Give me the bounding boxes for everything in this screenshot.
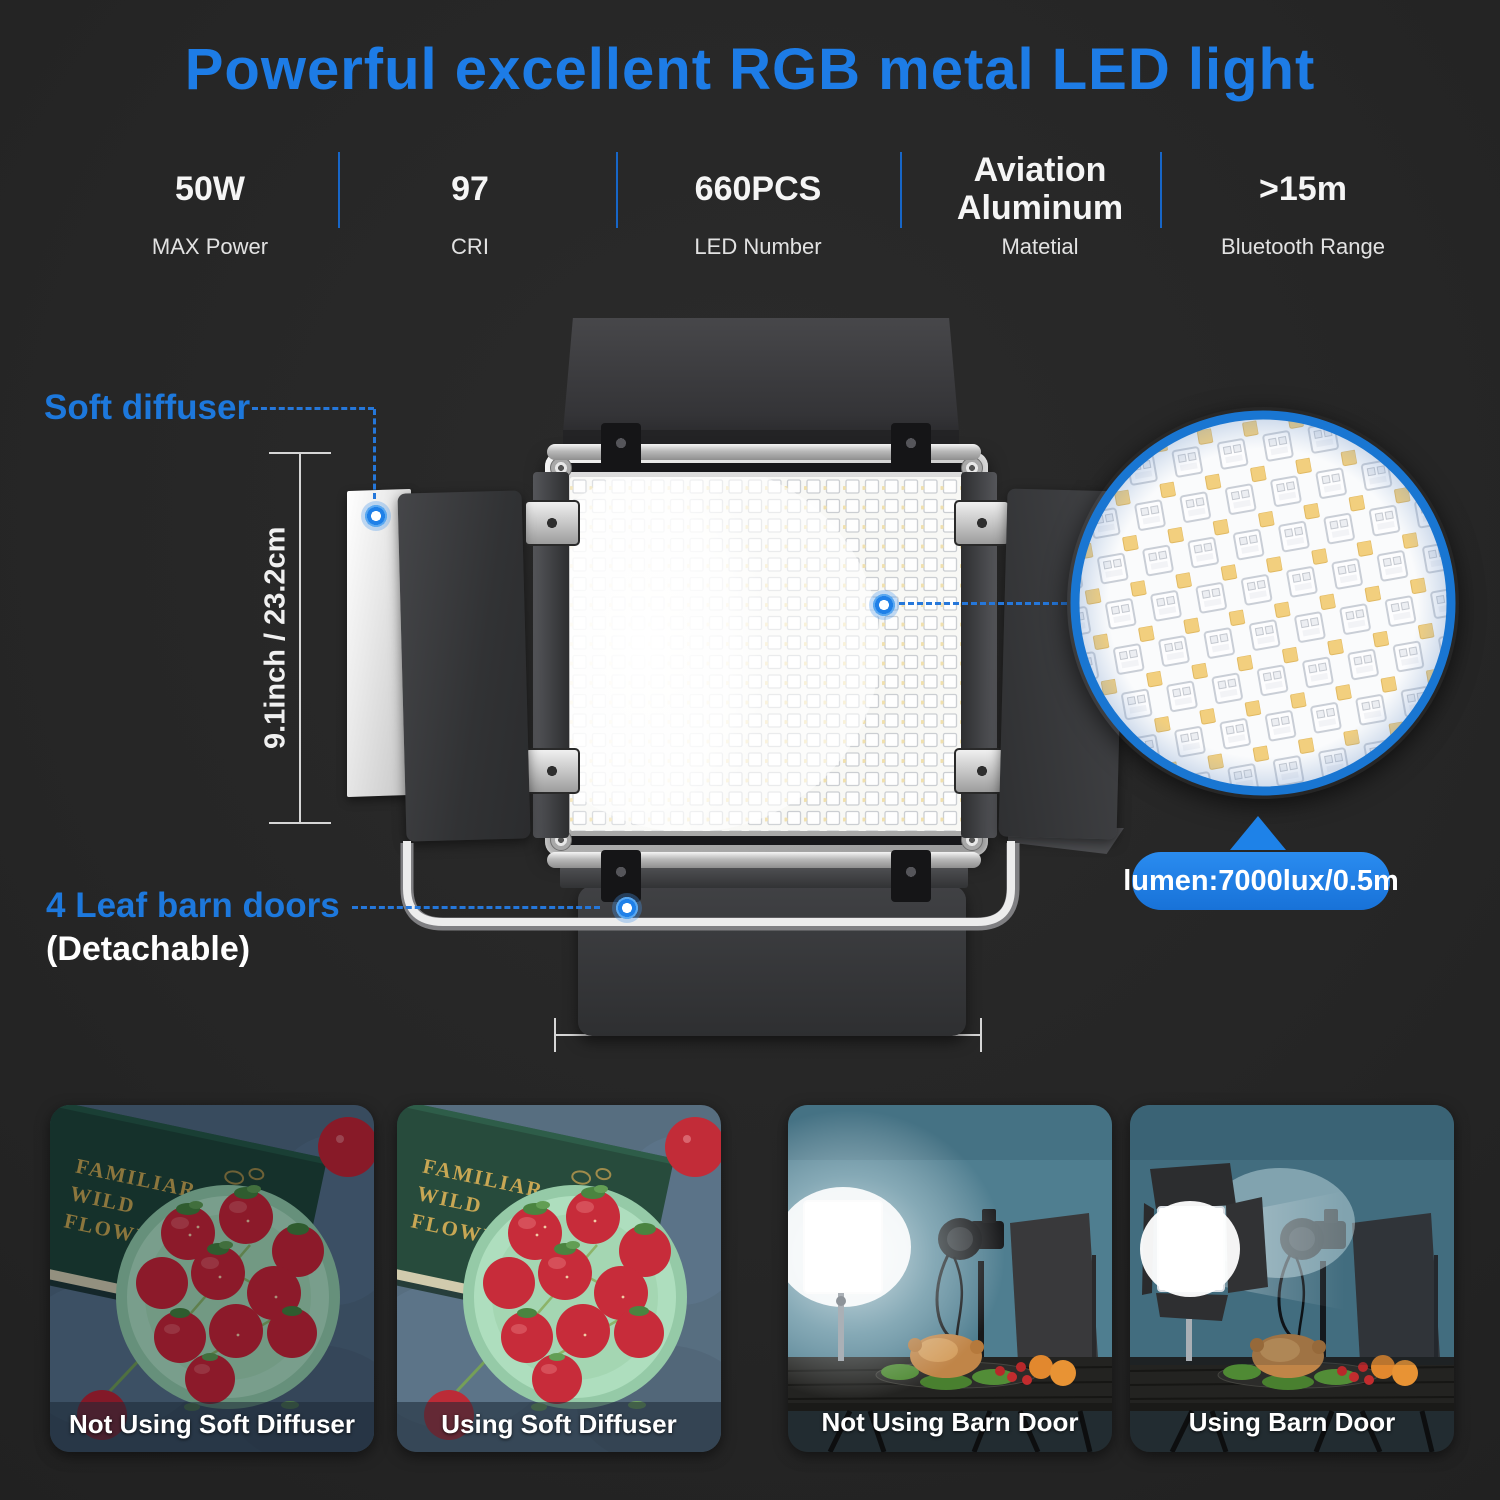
height-dimension-cap [269, 822, 331, 824]
width-dimension-cap [980, 1018, 982, 1052]
spec-value: 97 [451, 169, 489, 208]
spec-label: Bluetooth Range [1221, 234, 1385, 259]
callout-dot-icon [869, 590, 899, 620]
spec-divider [616, 152, 618, 228]
photo-caption: Not Using Soft Diffuser [69, 1409, 355, 1439]
top-rail [547, 444, 981, 460]
mount-crossbar [560, 866, 968, 888]
top-clamp-right [891, 423, 931, 471]
photo-caption: Not Using Barn Door [821, 1407, 1079, 1437]
barn-door-top-hinge [563, 430, 959, 445]
soft-diffuser-callout-line [373, 409, 376, 499]
height-dimension-cap [269, 452, 331, 454]
barn-door-top [563, 318, 959, 432]
comparison-photo-with-diffuser: Using Soft Diffuser [397, 1105, 721, 1452]
spec-divider [338, 152, 340, 228]
bottom-rail [547, 852, 981, 868]
caption-band [397, 1402, 721, 1452]
bottom-clamp-right [891, 850, 931, 902]
spec-bluetooth-range: >15m Bluetooth Range [1173, 146, 1433, 260]
led-magnifier-circle [1067, 407, 1459, 799]
height-dimension-line [299, 453, 301, 823]
height-dimension-text: 9.1inch / 23.2cm [259, 526, 292, 750]
spec-value: 50W [175, 169, 245, 208]
spec-value: 660PCS [694, 169, 822, 208]
callout-dot-icon [361, 501, 391, 531]
spec-label: CRI [451, 234, 489, 259]
photo-caption: Using Barn Door [1188, 1407, 1396, 1437]
lumen-badge: lumen:7000lux/0.5m [1123, 852, 1399, 910]
barn-doors-label: 4 Leaf barn doors [46, 886, 340, 925]
caption-band [50, 1402, 374, 1452]
magnifier-pointer [1230, 816, 1286, 850]
led-callout-line [899, 602, 1067, 605]
right-clamp-top [954, 500, 1010, 546]
spec-led-number: 660PCS LED Number [628, 146, 888, 260]
spec-label: LED Number [694, 234, 822, 259]
left-clamp-top [524, 500, 580, 546]
led-panel-face [570, 477, 963, 831]
barn-doors-callout-line [352, 906, 600, 909]
spec-label: Matetial [1001, 234, 1079, 259]
barn-doors-sublabel: (Detachable) [46, 930, 251, 968]
callout-dot-icon [612, 893, 642, 923]
soft-diffuser-label: Soft diffuser [44, 388, 251, 427]
comparison-photo-with-barndoor: Using Barn Door [1130, 1105, 1454, 1452]
comparison-photo-no-barndoor: Not Using Barn Door [788, 1105, 1112, 1452]
spec-value: Aviation Aluminum [956, 150, 1124, 227]
spec-value: >15m [1259, 169, 1347, 208]
spec-cri: 97 CRI [350, 146, 590, 260]
left-clamp-bottom [524, 748, 580, 794]
panel-handle [400, 841, 1020, 931]
led-light-with-barndoors [1140, 1163, 1268, 1361]
led-light-bare [788, 1187, 911, 1361]
spec-divider [900, 152, 902, 228]
page-title: Powerful excellent RGB metal LED light [184, 37, 1316, 102]
spec-label: MAX Power [151, 234, 269, 259]
spec-divider [1160, 152, 1162, 228]
comparison-photo-no-diffuser: Not Using Soft Diffuser [50, 1105, 374, 1452]
photo-caption: Using Soft Diffuser [441, 1409, 677, 1439]
top-clamp-left [601, 423, 641, 471]
barn-door-bottom [578, 886, 966, 1036]
barn-door-left [397, 490, 531, 842]
led-panel-frame [545, 452, 988, 856]
spec-max-power: 50W MAX Power [90, 146, 330, 260]
width-dimension-cap [554, 1018, 556, 1052]
soft-diffuser-callout-line [252, 407, 374, 410]
spec-material: Aviation Aluminum Matetial [910, 146, 1170, 260]
